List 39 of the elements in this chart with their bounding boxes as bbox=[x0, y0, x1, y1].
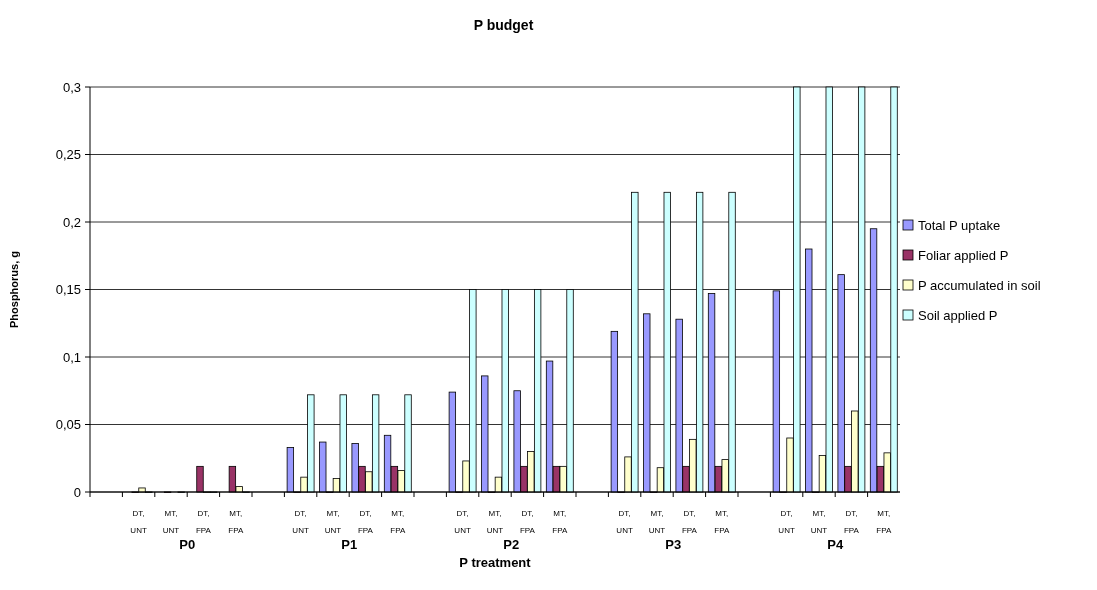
text: P1 bbox=[341, 537, 358, 552]
y-tick-label: 0 bbox=[73, 484, 81, 500]
x-tick-label: DT, UNT bbox=[130, 509, 147, 535]
x-tick-label: DT, UNT bbox=[292, 509, 309, 535]
y-tick-label: 0,25 bbox=[55, 147, 81, 163]
chart-title: P budget bbox=[473, 17, 534, 33]
text: P0 bbox=[179, 537, 196, 552]
x-tick-label: DT, UNT bbox=[616, 509, 633, 535]
x-tick-label: DT, FPA bbox=[519, 509, 536, 535]
x-tick-label: MT, UNT bbox=[648, 509, 666, 535]
x-tick-label: MT, UNT bbox=[810, 509, 828, 535]
x-tick-label: DT, FPA bbox=[843, 509, 860, 535]
x-tick-label: DT, UNT bbox=[778, 509, 795, 535]
legend-label: Foliar applied P bbox=[918, 247, 1009, 263]
y-tick-label: 0,2 bbox=[62, 214, 81, 230]
legend-label: Soil applied P bbox=[918, 307, 998, 323]
x-tick-label: DT, FPA bbox=[357, 509, 374, 535]
text: P3 bbox=[665, 537, 682, 552]
x-tick-label: DT, FPA bbox=[681, 509, 698, 535]
y-tick-label: 0,3 bbox=[62, 79, 81, 95]
x-tick-label: MT, FPA bbox=[876, 509, 892, 535]
text: P4 bbox=[827, 537, 844, 552]
y-tick-label: 0,15 bbox=[55, 282, 81, 298]
x-tick-label: MT, FPA bbox=[552, 509, 568, 535]
legend-label: P accumulated in soil bbox=[918, 277, 1041, 293]
x-tick-label: MT, FPA bbox=[390, 509, 406, 535]
legend-label: Total P uptake bbox=[918, 217, 1001, 233]
x-tick-label: MT, FPA bbox=[714, 509, 730, 535]
text: P2 bbox=[503, 537, 520, 552]
x-tick-label: MT, UNT bbox=[486, 509, 504, 535]
y-axis-title: Phosphorus, g bbox=[8, 251, 20, 328]
y-tick-label: 0,1 bbox=[62, 349, 81, 365]
x-tick-label: DT, UNT bbox=[454, 509, 471, 535]
x-axis-title: P treatment bbox=[459, 555, 532, 570]
x-tick-label: MT, UNT bbox=[162, 509, 180, 535]
y-tick-label: 0,05 bbox=[55, 417, 81, 433]
x-tick-label: MT, UNT bbox=[324, 509, 342, 535]
x-tick-label: DT, FPA bbox=[195, 509, 212, 535]
x-tick-label: MT, FPA bbox=[228, 509, 244, 535]
